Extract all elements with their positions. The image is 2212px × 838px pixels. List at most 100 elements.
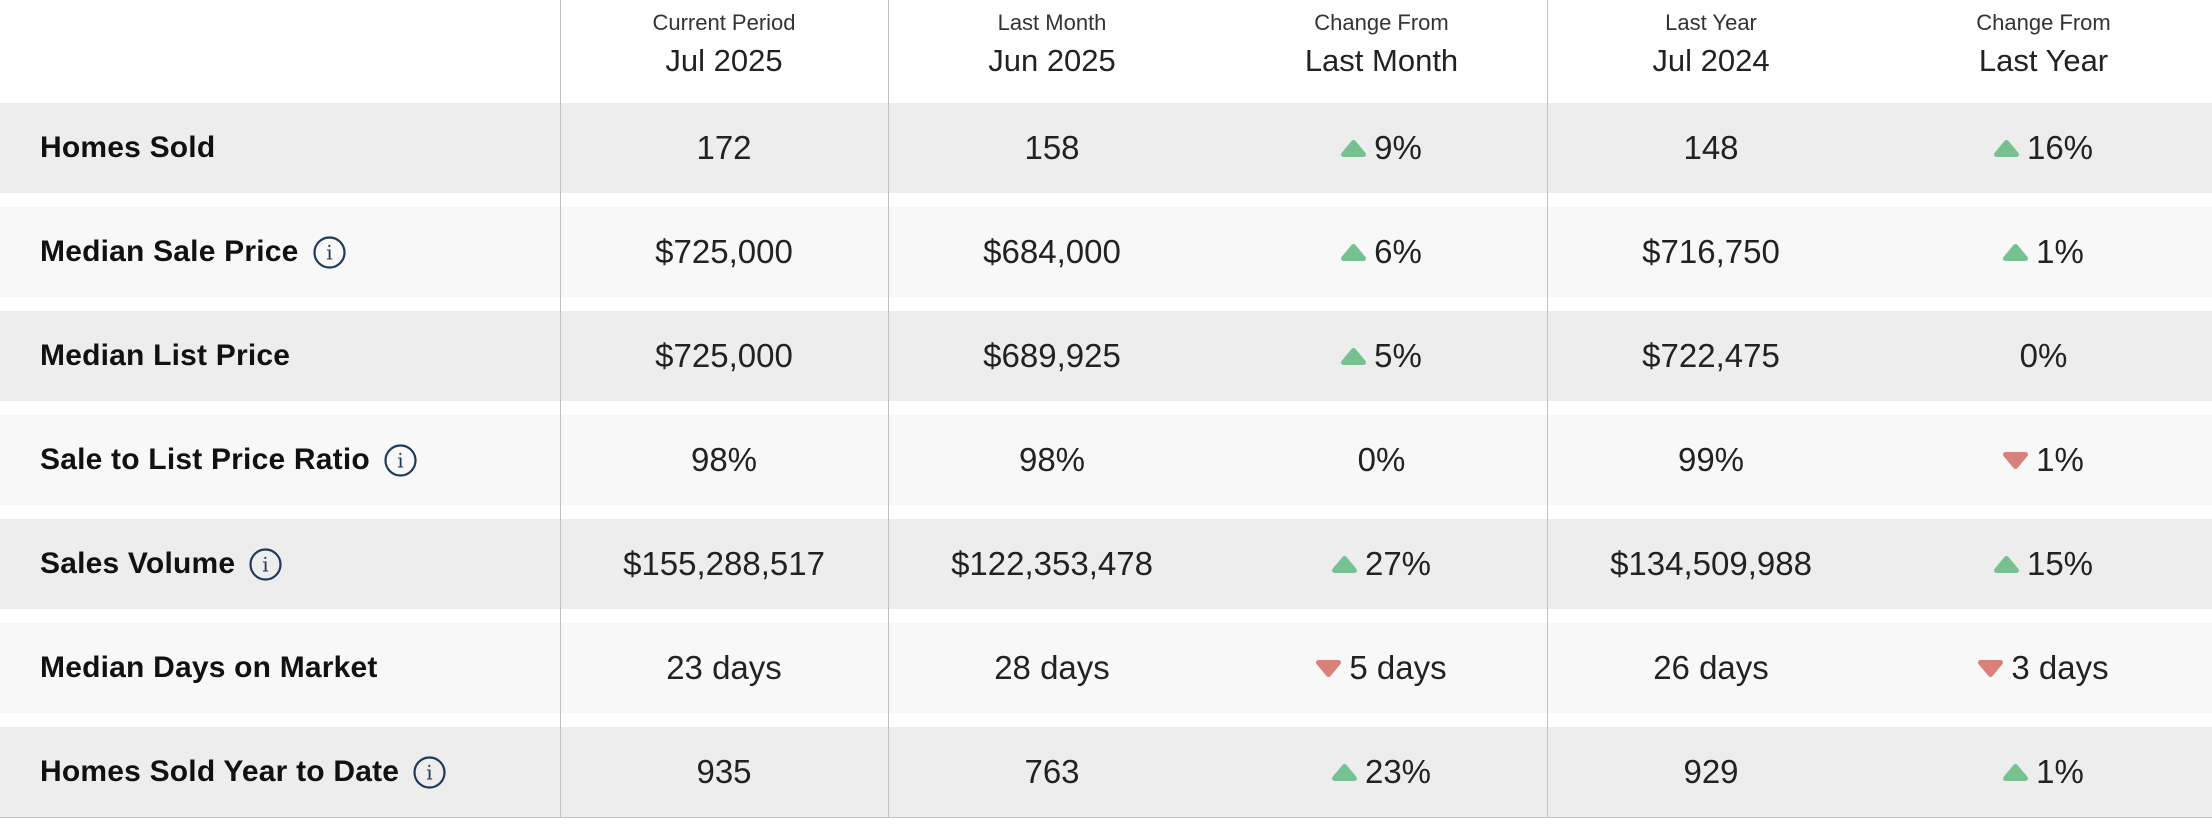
cell-change-from-last-year: 0% [1875,337,2212,375]
cell-value: $716,750 [1642,233,1780,270]
cell-value: 0% [1357,441,1406,478]
column-header-last-month: Last Month Jun 2025 [888,0,1216,103]
cell-value: 98% [1018,441,1086,478]
cell-value: $122,353,478 [951,545,1153,582]
cell-value: 23% [1364,753,1432,790]
column-header-change-from-last-month: Change From Last Month [1216,0,1547,103]
cell-current-period: $725,000 [560,337,888,375]
cell-value: 3 days [2011,649,2109,686]
up-arrow-icon [1993,139,2019,157]
metric-label-cell: Median List Price [0,339,560,373]
cell-value: 9% [1374,129,1422,166]
cell-last-month: 98% [888,441,1216,479]
cell-value: 26 days [1653,649,1769,686]
row-label: Median Days on Market [40,651,378,684]
column-header-change-from-last-year: Change From Last Year [1875,0,2212,103]
cell-current-period: 172 [560,129,888,167]
down-arrow-icon [1316,659,1342,677]
row-label: Sales Volume [40,547,236,580]
metric-label-cell: Homes Sold Year to Date i [0,755,560,790]
up-arrow-icon [2003,763,2029,781]
cell-value: 98% [690,441,758,478]
column-header-line2: Last Year [1978,43,2109,78]
info-icon[interactable]: i [312,235,347,270]
svg-text:i: i [397,448,403,472]
cell-value: 23 days [666,649,782,686]
metric-column-spacer [0,0,560,103]
up-arrow-icon [1341,243,1367,261]
table-row: Sale to List Price Ratio i 98% 98% 0% 99… [0,415,2212,505]
cell-value: 16% [2026,129,2094,166]
cell-value: 27% [1364,545,1432,582]
up-arrow-icon [2003,243,2029,261]
cell-change-from-last-month: 5% [1216,337,1547,375]
column-header-current-period: Current Period Jul 2025 [560,0,888,103]
cell-value: 5% [1374,337,1422,374]
cell-value: $134,509,988 [1610,545,1812,582]
column-header-line1: Change From [1976,10,2111,35]
cell-last-month: 763 [888,753,1216,791]
cell-value: 148 [1683,129,1739,166]
metric-label-cell: Homes Sold [0,131,560,165]
info-icon[interactable]: i [383,443,418,478]
cell-last-year: 148 [1547,129,1875,167]
cell-current-period: $155,288,517 [560,545,888,583]
table-header: Current Period Jul 2025 Last Month Jun 2… [0,0,2212,103]
cell-value: 929 [1683,753,1739,790]
cell-value: 1% [2036,441,2084,478]
cell-last-year: $134,509,988 [1547,545,1875,583]
cell-value: 172 [696,129,752,166]
column-header-line1: Last Year [1665,10,1757,35]
cell-last-year: 99% [1547,441,1875,479]
up-arrow-icon [1341,347,1367,365]
cell-value: $725,000 [655,337,793,374]
cell-value: $155,288,517 [623,545,825,582]
cell-last-month: $684,000 [888,233,1216,271]
row-label: Homes Sold [40,131,216,164]
table-bottom-border [0,817,2212,818]
cell-change-from-last-month: 23% [1216,753,1547,791]
down-arrow-icon [1978,659,2004,677]
cell-last-month: 28 days [888,649,1216,687]
cell-last-year: 929 [1547,753,1875,791]
column-divider [888,0,889,817]
cell-change-from-last-year: 1% [1875,753,2212,791]
cell-value: 158 [1024,129,1080,166]
cell-last-year: 26 days [1547,649,1875,687]
metric-label-cell: Sales Volume i [0,547,560,582]
cell-value: 6% [1374,233,1422,270]
table-row: Homes Sold 172 158 9% 148 16% [0,103,2212,193]
table-row: Sales Volume i $155,288,517 $122,353,478… [0,519,2212,609]
cell-last-month: 158 [888,129,1216,167]
table-body: Homes Sold 172 158 9% 148 16% [0,103,2212,817]
svg-text:i: i [263,552,269,576]
cell-last-month: $689,925 [888,337,1216,375]
column-divider [560,0,561,817]
metric-label-cell: Sale to List Price Ratio i [0,443,560,478]
column-header-line2: Jul 2025 [665,43,783,78]
cell-value: $722,475 [1642,337,1780,374]
cell-last-month: $122,353,478 [888,545,1216,583]
cell-change-from-last-year: 16% [1875,129,2212,167]
cell-change-from-last-year: 15% [1875,545,2212,583]
column-header-line1: Change From [1314,10,1449,35]
cell-current-period: 935 [560,753,888,791]
up-arrow-icon [1331,763,1357,781]
cell-value: 0% [2019,337,2068,374]
cell-change-from-last-year: 3 days [1875,649,2212,687]
table-row: Median List Price $725,000 $689,925 5% $… [0,311,2212,401]
down-arrow-icon [2003,451,2029,469]
table-row: Median Sale Price i $725,000 $684,000 6% [0,207,2212,297]
cell-value: 763 [1024,753,1080,790]
cell-value: $725,000 [655,233,793,270]
column-header-line2: Jun 2025 [988,43,1116,78]
table-row: Homes Sold Year to Date i 935 763 23% 9 [0,727,2212,817]
cell-value: 5 days [1349,649,1447,686]
cell-value: 1% [2036,753,2084,790]
info-icon[interactable]: i [412,755,447,790]
svg-text:i: i [426,760,432,784]
cell-last-year: $716,750 [1547,233,1875,271]
info-icon[interactable]: i [248,547,283,582]
svg-text:i: i [326,240,332,264]
